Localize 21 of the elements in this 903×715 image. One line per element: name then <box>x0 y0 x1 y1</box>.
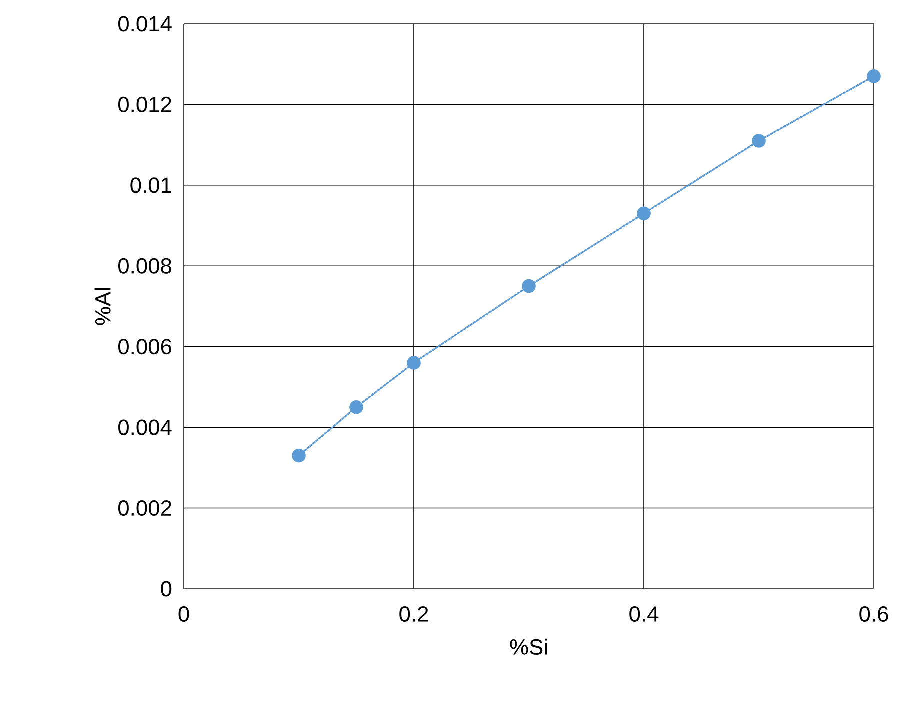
y-tick-label: 0.014 <box>118 16 172 32</box>
y-tick-label: 0.008 <box>118 258 172 274</box>
point <box>637 206 651 221</box>
point <box>867 70 881 84</box>
x-tick-label: 0 <box>178 606 190 622</box>
x-axis-title: %Si <box>510 638 548 655</box>
y-tick-label: 0.004 <box>118 420 172 436</box>
y-tick-label: 0.006 <box>118 339 172 355</box>
y-tick-label: 0 <box>161 581 172 597</box>
y-tick-label: 0.002 <box>118 500 172 516</box>
point <box>522 279 536 294</box>
y-tick-label: 0.01 <box>130 178 172 194</box>
x-tick-label: 0.2 <box>400 606 428 622</box>
x-tick-label: 0.6 <box>860 606 888 622</box>
point <box>407 356 421 370</box>
point <box>752 134 766 148</box>
y-axis-title: %Al <box>94 288 111 326</box>
point <box>292 448 306 463</box>
x-tick-label: 0.4 <box>630 606 659 622</box>
y-tick-label: 0.012 <box>118 96 172 112</box>
point <box>350 400 364 414</box>
